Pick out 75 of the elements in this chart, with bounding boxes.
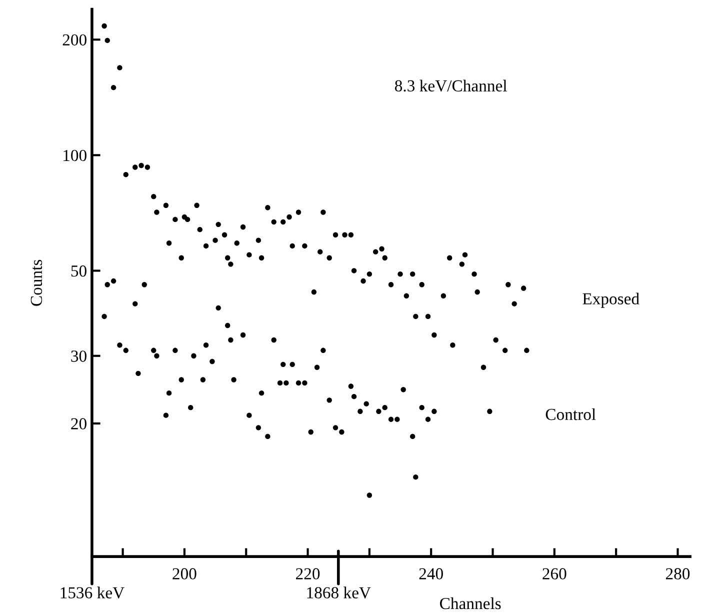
point	[432, 408, 437, 414]
y-tick-label: 50	[71, 265, 86, 277]
point	[487, 408, 492, 414]
point	[110, 278, 116, 284]
point	[142, 282, 147, 288]
point	[228, 337, 234, 343]
point	[172, 348, 178, 354]
point	[154, 353, 160, 358]
point	[188, 404, 194, 410]
point	[400, 387, 406, 392]
point	[256, 425, 262, 430]
point	[419, 404, 424, 410]
point	[314, 364, 320, 370]
point	[102, 314, 107, 320]
point	[123, 348, 128, 354]
x-tick-label: 280	[666, 568, 690, 580]
y-tick-label: 200	[62, 34, 86, 46]
point	[200, 377, 206, 382]
point	[351, 394, 357, 400]
point	[225, 322, 230, 328]
x-tick-label: 240	[419, 568, 443, 580]
point	[271, 337, 276, 343]
x-tick-label: 260	[542, 568, 566, 580]
point	[166, 390, 172, 396]
point	[117, 342, 122, 348]
point	[348, 384, 354, 389]
point	[308, 429, 314, 435]
point	[231, 377, 236, 382]
point	[265, 434, 270, 440]
point	[136, 370, 141, 376]
point	[394, 416, 400, 422]
text: Control	[546, 408, 596, 420]
point	[320, 348, 326, 354]
point	[240, 332, 246, 338]
x-tick-label: 220	[296, 568, 320, 580]
point	[376, 408, 382, 414]
point	[480, 364, 486, 370]
point	[246, 412, 252, 418]
point	[151, 348, 156, 354]
point	[382, 404, 388, 410]
point	[388, 416, 394, 422]
y-tick-label: 20	[71, 418, 86, 430]
x-axis-title: Channels	[440, 597, 501, 610]
point	[425, 416, 431, 422]
point	[302, 380, 308, 386]
point	[104, 282, 110, 288]
text: 1536 keV	[60, 586, 124, 598]
point	[210, 358, 215, 364]
annotation: 8.3 keV/Channel	[394, 80, 507, 92]
point	[178, 377, 184, 382]
point	[290, 362, 295, 368]
point	[203, 342, 209, 348]
point	[284, 380, 289, 386]
point	[326, 398, 332, 403]
point	[413, 474, 418, 480]
point	[364, 401, 369, 406]
point	[296, 380, 302, 386]
point	[410, 434, 416, 440]
point	[132, 301, 138, 306]
x-tick-label: 200	[172, 568, 196, 580]
point	[277, 380, 283, 386]
point	[216, 305, 221, 311]
point	[358, 408, 363, 414]
y-tick-label: 100	[64, 150, 86, 162]
point	[163, 412, 169, 418]
text: 1868 keV	[307, 586, 371, 598]
y-axis-title: Counts	[30, 260, 42, 306]
text: Exposed	[582, 292, 640, 308]
point	[280, 362, 286, 368]
point	[332, 425, 338, 430]
point	[191, 353, 196, 358]
point	[339, 429, 344, 435]
y-tick-label: 30	[71, 350, 86, 362]
point	[366, 492, 372, 498]
point	[258, 390, 264, 396]
